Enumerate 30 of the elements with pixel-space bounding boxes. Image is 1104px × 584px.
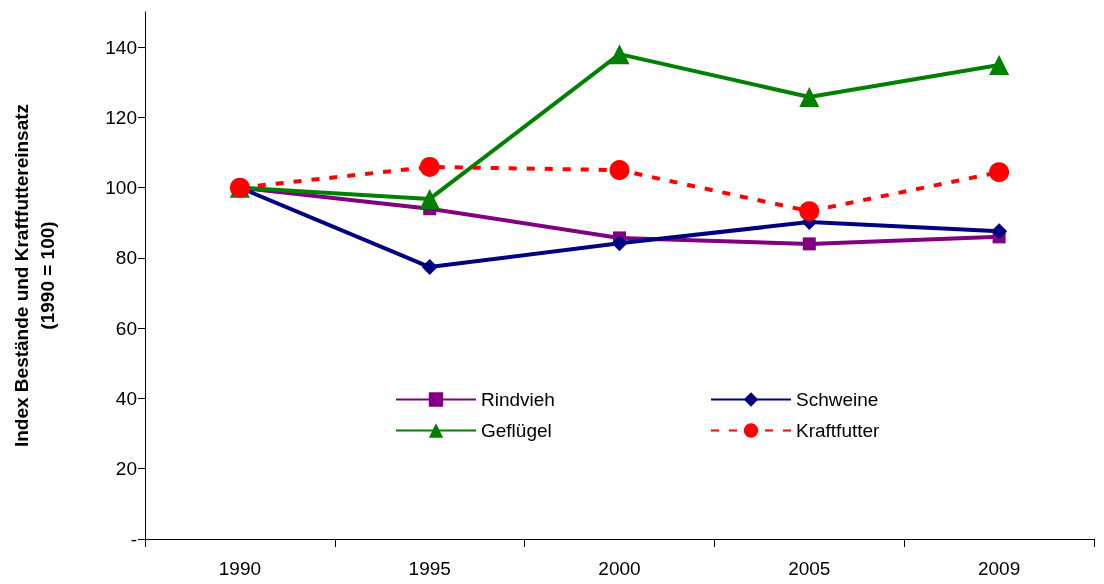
- x-tick-label: 1990: [218, 558, 262, 579]
- y-tick-label: 100: [105, 177, 137, 199]
- point: [609, 160, 630, 181]
- legend-label: Rindvieh: [481, 389, 555, 410]
- x-tick-label: 1995: [408, 558, 451, 579]
- point: [991, 223, 1008, 240]
- point: [419, 188, 440, 209]
- y-tick-label: 40: [115, 387, 137, 409]
- point: [421, 259, 438, 276]
- legend-label: Geflügel: [481, 420, 552, 441]
- y-tick-label: -: [130, 528, 137, 550]
- x-tick-label: 2005: [788, 558, 831, 579]
- point: [611, 235, 628, 252]
- point: [802, 237, 816, 251]
- y-tick-label: 140: [105, 36, 137, 58]
- x-tick-label: 2009: [977, 558, 1021, 579]
- point: [609, 44, 630, 65]
- point: [799, 87, 820, 108]
- legend-label: Kraftfutter: [796, 420, 881, 441]
- point: [419, 156, 440, 177]
- x-tick-label: 2000: [598, 558, 641, 579]
- y-tick-label: 80: [115, 247, 137, 269]
- y-tick-label: 20: [115, 458, 137, 480]
- point: [799, 201, 820, 222]
- y-tick-label: 60: [115, 317, 137, 339]
- point: [989, 162, 1010, 183]
- y-tick-label: 120: [105, 106, 137, 128]
- y-axis-title: Index Bestände und Kraftfuttereinsatz (1990 = 100): [10, 103, 58, 448]
- point: [989, 55, 1010, 76]
- legend-label: Schweine: [796, 389, 879, 410]
